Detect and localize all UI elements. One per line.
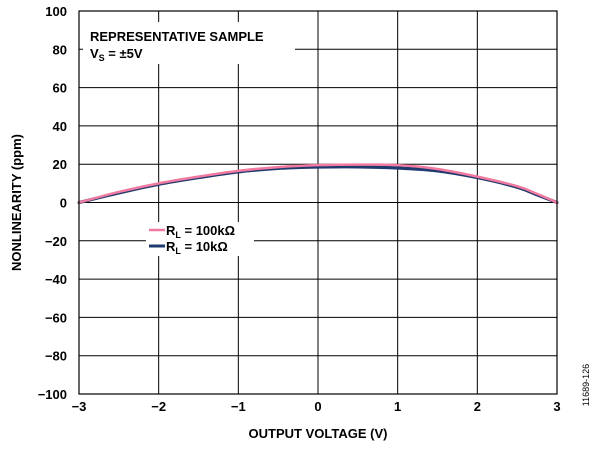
y-tick-label: 80 <box>53 42 67 57</box>
legend: RL = 100kΩ RL = 10kΩ <box>146 222 254 256</box>
x-tick-label: −3 <box>72 399 87 414</box>
y-tick-labels: 100 80 60 40 20 0 −20 −40 −60 −80 −100 <box>38 4 67 402</box>
y-tick-label: 60 <box>53 81 67 96</box>
x-tick-label: 1 <box>394 399 401 414</box>
grid-lines <box>79 11 557 394</box>
y-tick-label: −60 <box>45 310 67 325</box>
x-tick-label: −2 <box>151 399 166 414</box>
legend-label-100k: RL = 100kΩ <box>166 223 235 240</box>
y-tick-label: 100 <box>45 4 67 19</box>
annotation-box: REPRESENTATIVE SAMPLE VS = ±5V <box>83 22 295 64</box>
x-tick-label: 0 <box>314 399 321 414</box>
x-tick-label: 2 <box>474 399 481 414</box>
y-axis-label: NONLINEARITY (ppm) <box>9 134 24 271</box>
y-tick-label: 20 <box>53 157 67 172</box>
x-tick-labels: −3 −2 −1 0 1 2 3 <box>72 399 561 414</box>
y-tick-label: 0 <box>60 196 67 211</box>
y-tick-label: −20 <box>45 234 67 249</box>
plot-frame <box>78 10 558 395</box>
annotation-sample: REPRESENTATIVE SAMPLE <box>90 29 264 44</box>
series-curves <box>77 163 559 205</box>
figure-id: 11689-126 <box>581 364 591 406</box>
x-tick-label: −1 <box>231 399 246 414</box>
y-tick-label: −80 <box>45 349 67 364</box>
legend-label-10k: RL = 10kΩ <box>166 239 228 256</box>
series-line-100k <box>77 163 559 204</box>
x-tick-label: 3 <box>553 399 560 414</box>
x-axis-label: OUTPUT VOLTAGE (V) <box>249 426 388 441</box>
y-tick-label: 40 <box>53 119 67 134</box>
annotation-supply: VS = ±5V <box>90 46 143 63</box>
y-tick-label: −40 <box>45 272 67 287</box>
y-tick-label: −100 <box>38 387 67 402</box>
